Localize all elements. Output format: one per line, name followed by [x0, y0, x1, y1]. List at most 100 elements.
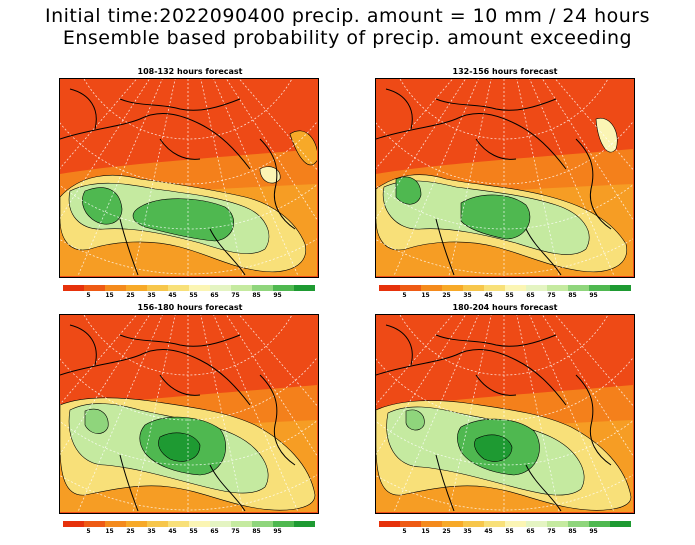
- colorbar-tick-label: 95: [273, 528, 282, 535]
- colorbar-swatch: [610, 285, 631, 291]
- colorbar-swatch: [273, 285, 294, 291]
- colorbar-swatch: [484, 285, 505, 291]
- colorbar-tick-label: 95: [273, 292, 282, 299]
- colorbar-swatch: [442, 285, 463, 291]
- colorbar-tick-label: 15: [421, 528, 430, 535]
- colorbar-tick-label: 5: [402, 528, 407, 535]
- colorbar-swatch: [463, 285, 484, 291]
- map-panel-1: [59, 78, 319, 278]
- title-line-2: Ensemble based probability of precip. am…: [62, 27, 633, 49]
- colorbar-tick-label: 65: [526, 292, 535, 299]
- colorbar-tick-label: 25: [126, 292, 135, 299]
- colorbar-swatch: [400, 285, 421, 291]
- colorbar-swatch: [379, 285, 400, 291]
- colorbar-swatch: [105, 521, 126, 527]
- map-panel-4: [375, 314, 635, 514]
- colorbar-tick-label: 45: [168, 292, 177, 299]
- probability-map-graphic: [376, 79, 633, 276]
- colorbar-swatch: [210, 285, 231, 291]
- colorbar-swatch: [505, 521, 526, 527]
- colorbar-2: [379, 285, 631, 291]
- panel-title-4: 180-204 hours forecast: [452, 303, 558, 312]
- colorbar-swatch: [84, 285, 105, 291]
- colorbar-tick-label: 25: [442, 528, 451, 535]
- colorbar-tick-label: 95: [589, 292, 598, 299]
- colorbar-swatch: [484, 521, 505, 527]
- colorbar-tick-label: 65: [210, 292, 219, 299]
- colorbar-swatch: [568, 521, 589, 527]
- colorbar-swatch: [168, 521, 189, 527]
- colorbar-swatch: [105, 285, 126, 291]
- colorbar-1: [63, 285, 315, 291]
- colorbar-swatch: [547, 285, 568, 291]
- colorbar-tick-label: 5: [86, 292, 91, 299]
- colorbar-3: [63, 521, 315, 527]
- colorbar-tick-label: 75: [547, 292, 556, 299]
- colorbar-tick-label: 45: [484, 528, 493, 535]
- colorbar-tick-label: 15: [105, 528, 114, 535]
- colorbar-tick-label: 65: [526, 528, 535, 535]
- colorbar-swatch: [189, 521, 210, 527]
- colorbar-swatch: [231, 285, 252, 291]
- colorbar-tick-label: 35: [463, 528, 472, 535]
- colorbar-swatch: [189, 285, 210, 291]
- colorbar-tick-label: 35: [463, 292, 472, 299]
- colorbar-tick-label: 85: [252, 292, 261, 299]
- colorbar-swatch: [126, 521, 147, 527]
- colorbar-tick-label: 75: [231, 292, 240, 299]
- colorbar-tick-label: 65: [210, 528, 219, 535]
- colorbar-swatch: [294, 521, 315, 527]
- colorbar-swatch: [252, 521, 273, 527]
- colorbar-swatch: [147, 285, 168, 291]
- colorbar-swatch: [526, 521, 547, 527]
- colorbar-swatch: [147, 521, 168, 527]
- colorbar-swatch: [610, 521, 631, 527]
- panel-title-1: 108-132 hours forecast: [137, 67, 243, 76]
- colorbar-tick-label: 55: [189, 528, 198, 535]
- colorbar-tick-label: 45: [168, 528, 177, 535]
- colorbar-tick-label: 45: [484, 292, 493, 299]
- colorbar-ticks-3: 5 15 25 35 45 55 65 75 85 95: [63, 528, 313, 536]
- colorbar-tick-label: 85: [568, 292, 577, 299]
- colorbar-4: [379, 521, 631, 527]
- colorbar-tick-label: 75: [231, 528, 240, 535]
- colorbar-tick-label: 25: [442, 292, 451, 299]
- colorbar-swatch: [421, 285, 442, 291]
- colorbar-tick-label: 15: [105, 292, 114, 299]
- colorbar-swatch: [463, 521, 484, 527]
- map-panel-2: [375, 78, 635, 278]
- colorbar-swatch: [231, 521, 252, 527]
- colorbar-tick-label: 35: [147, 528, 156, 535]
- colorbar-swatch: [379, 521, 400, 527]
- colorbar-swatch: [421, 521, 442, 527]
- colorbar-swatch: [589, 285, 610, 291]
- probability-map-graphic: [60, 79, 317, 276]
- panel-title-2: 132-156 hours forecast: [452, 67, 558, 76]
- colorbar-swatch: [252, 285, 273, 291]
- colorbar-ticks-2: 5 15 25 35 45 55 65 75 85 95: [379, 292, 629, 300]
- colorbar-swatch: [273, 521, 294, 527]
- colorbar-swatch: [400, 521, 421, 527]
- colorbar-tick-label: 95: [589, 528, 598, 535]
- probability-map-graphic: [60, 315, 317, 512]
- colorbar-swatch: [63, 521, 84, 527]
- colorbar-swatch: [210, 521, 231, 527]
- title-line-1: Initial time:2022090400 precip. amount =…: [44, 5, 651, 27]
- colorbar-tick-label: 5: [86, 528, 91, 535]
- colorbar-swatch: [505, 285, 526, 291]
- colorbar-swatch: [63, 285, 84, 291]
- colorbar-swatch: [568, 285, 589, 291]
- panel-title-3: 156-180 hours forecast: [137, 303, 243, 312]
- colorbar-tick-label: 55: [189, 292, 198, 299]
- colorbar-swatch: [294, 285, 315, 291]
- colorbar-tick-label: 85: [568, 528, 577, 535]
- colorbar-tick-label: 5: [402, 292, 407, 299]
- colorbar-tick-label: 75: [547, 528, 556, 535]
- colorbar-tick-label: 35: [147, 292, 156, 299]
- colorbar-ticks-4: 5 15 25 35 45 55 65 75 85 95: [379, 528, 629, 536]
- colorbar-tick-label: 55: [505, 528, 514, 535]
- colorbar-tick-label: 55: [505, 292, 514, 299]
- map-panel-3: [59, 314, 319, 514]
- colorbar-swatch: [126, 285, 147, 291]
- colorbar-tick-label: 15: [421, 292, 430, 299]
